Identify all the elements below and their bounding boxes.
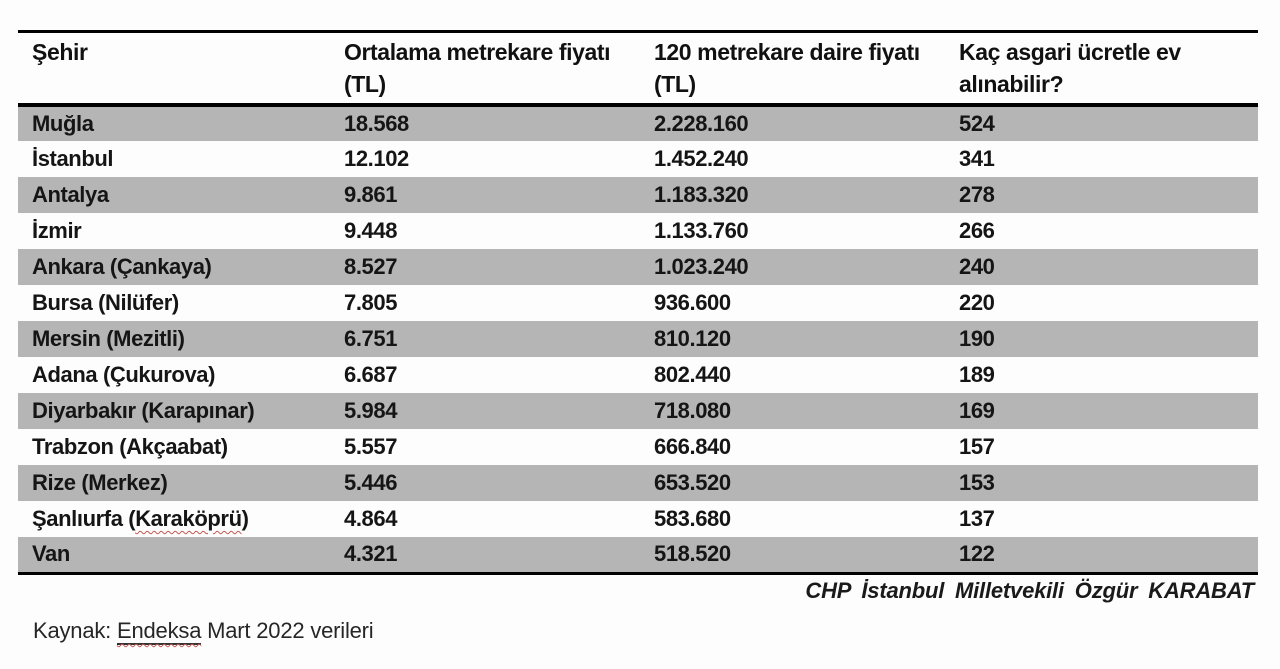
cell-sqm-price: 18.568: [344, 111, 409, 136]
column-header-sqm-price: Ortalama metrekare fiyatı (TL): [330, 31, 640, 107]
cell-sqm-price: 5.557: [344, 434, 398, 459]
table-row: Ankara (Çankaya) 8.527 1.023.240 240: [18, 249, 1258, 285]
cell-city: Muğla: [32, 111, 94, 136]
cell-city: Mersin (Mezitli): [32, 326, 185, 351]
cell-sqm-price: 6.751: [344, 326, 398, 351]
cell-apt-price: 518.520: [654, 541, 731, 567]
cell-city: Rize (Merkez): [32, 470, 168, 495]
table-row: İstanbul 12.102 1.452.240 341: [18, 141, 1258, 177]
cell-sqm-price: 8.527: [344, 254, 398, 279]
table-row: Trabzon (Akçaabat) 5.557 666.840 157: [18, 429, 1258, 465]
table-row: Adana (Çukurova) 6.687 802.440 189: [18, 357, 1258, 393]
cell-sqm-price: 5.446: [344, 470, 398, 495]
cell-city: Şanlıurfa (Karaköprü): [32, 506, 249, 531]
cell-wages: 189: [959, 362, 995, 387]
cell-apt-price: 583.680: [654, 506, 731, 531]
cell-wages: 524: [959, 111, 995, 136]
cell-city: Bursa (Nilüfer): [32, 290, 179, 315]
cell-wages: 190: [959, 326, 995, 351]
table-row: Muğla 18.568 2.228.160 524: [18, 105, 1258, 141]
cell-apt-price: 666.840: [654, 434, 731, 459]
cell-wages: 240: [959, 254, 995, 279]
attribution-text: CHP İstanbul Milletvekili Özgür KARABAT: [805, 578, 1254, 603]
table-row: Mersin (Mezitli) 6.751 810.120 190: [18, 321, 1258, 357]
cell-sqm-price: 12.102: [344, 146, 409, 171]
cell-sqm-price: 9.448: [344, 218, 398, 243]
cell-apt-price: 653.520: [654, 470, 731, 495]
table-row: Bursa (Nilüfer) 7.805 936.600 220: [18, 285, 1258, 321]
cell-sqm-price: 7.805: [344, 290, 398, 315]
cell-city: Van: [32, 541, 70, 567]
cell-city: Ankara (Çankaya): [32, 254, 212, 279]
cell-city: İstanbul: [32, 146, 114, 171]
cell-apt-price: 718.080: [654, 398, 731, 423]
cell-apt-price: 2.228.160: [654, 111, 749, 136]
cell-apt-price: 936.600: [654, 290, 731, 315]
cell-sqm-price: 6.687: [344, 362, 398, 387]
column-header-apartment-price: 120 metrekare daire fiyatı (TL): [640, 31, 945, 107]
cell-wages: 278: [959, 182, 995, 207]
cell-sqm-price: 9.861: [344, 182, 398, 207]
cell-wages: 169: [959, 398, 995, 423]
cell-city: Antalya: [32, 182, 109, 207]
cell-wages: 157: [959, 434, 995, 459]
cell-wages: 341: [959, 146, 995, 171]
cell-wages: 137: [959, 506, 995, 531]
cell-wages: 122: [959, 541, 995, 567]
table-header: Şehir Ortalama metrekare fiyatı (TL) 120…: [18, 31, 1258, 107]
table-body: Muğla 18.568 2.228.160 524 İstanbul 12.102 1.4…: [18, 105, 1258, 573]
column-header-city: Şehir: [18, 31, 330, 107]
source-caption: Kaynak: Endeksa Mart 2022 verileri: [33, 618, 374, 645]
cell-wages: 220: [959, 290, 995, 315]
cell-sqm-price: 5.984: [344, 398, 398, 423]
cell-city: Trabzon (Akçaabat): [32, 434, 228, 459]
table-row: İzmir 9.448 1.133.760 266: [18, 213, 1258, 249]
spellcheck-underline: Karaköprü: [135, 506, 242, 531]
source-prefix: Kaynak:: [33, 618, 118, 643]
table-row: Rize (Merkez) 5.446 653.520 153: [18, 465, 1258, 501]
cell-wages: 153: [959, 470, 995, 495]
source-suffix: Mart 2022 verileri: [201, 618, 374, 643]
table-row: Şanlıurfa (Karaköprü) 4.864 583.680 137: [18, 501, 1258, 537]
cell-apt-price: 1.183.320: [654, 182, 749, 207]
cell-wages: 266: [959, 218, 995, 243]
housing-price-table: Şehir Ortalama metrekare fiyatı (TL) 120…: [18, 30, 1258, 575]
table-row: Diyarbakır (Karapınar) 5.984 718.080 169: [18, 393, 1258, 429]
cell-city: Adana (Çukurova): [32, 362, 216, 387]
column-header-minimum-wages: Kaç asgari ücretle ev alınabilir?: [945, 31, 1258, 107]
cell-sqm-price: 4.321: [344, 541, 398, 567]
cell-apt-price: 1.023.240: [654, 254, 749, 279]
cell-sqm-price: 4.864: [344, 506, 398, 531]
table-row: Van 4.321 518.520 122: [18, 537, 1258, 573]
cell-city: Diyarbakır (Karapınar): [32, 398, 255, 423]
cell-city: İzmir: [32, 218, 82, 243]
cell-apt-price: 810.120: [654, 326, 731, 351]
cell-apt-price: 1.452.240: [654, 146, 749, 171]
source-name: Endeksa: [117, 618, 202, 645]
cell-apt-price: 802.440: [654, 362, 731, 387]
cell-apt-price: 1.133.760: [654, 218, 749, 243]
table-row: Antalya 9.861 1.183.320 278: [18, 177, 1258, 213]
